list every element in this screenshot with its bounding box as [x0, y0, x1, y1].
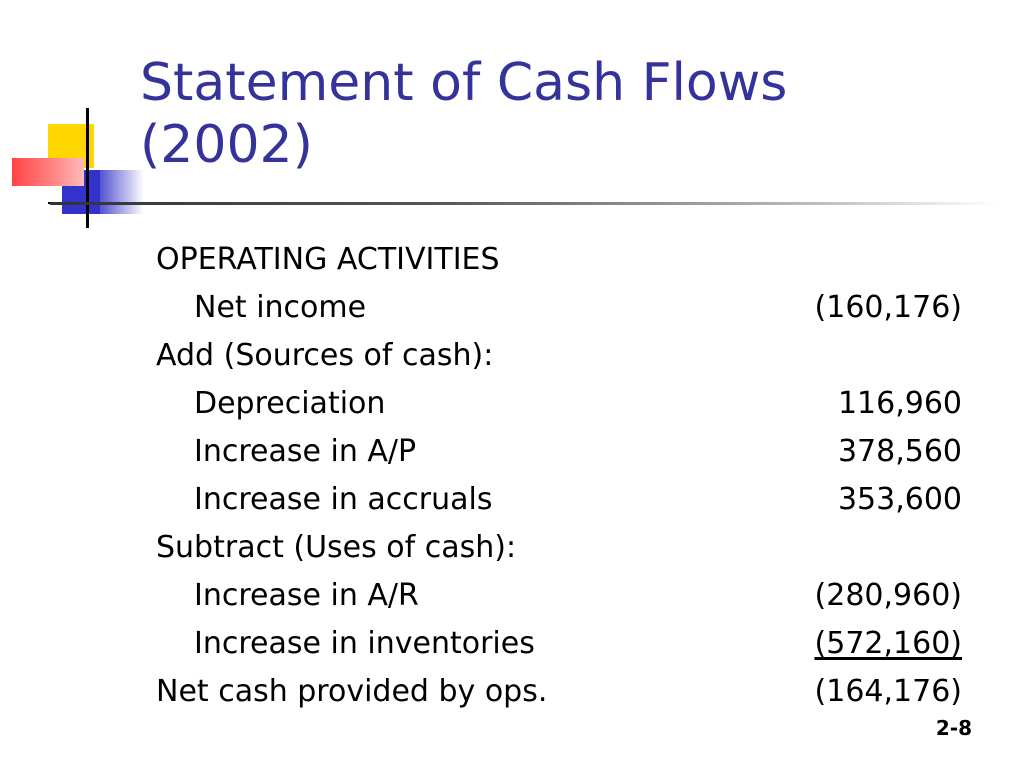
statement-row: Increase in inventories (572,160)	[156, 620, 962, 668]
row-amount-underlined: (572,160)	[814, 626, 962, 661]
statement-row-section: Subtract (Uses of cash):	[156, 524, 962, 572]
logo-vertical-line	[86, 108, 89, 228]
row-label: Increase in A/P	[194, 434, 417, 469]
row-amount: (280,960)	[814, 578, 962, 613]
row-label: Increase in accruals	[194, 482, 493, 517]
logo-decoration	[0, 100, 150, 240]
row-amount: (160,176)	[814, 290, 962, 325]
statement-row-section: Add (Sources of cash):	[156, 332, 962, 380]
statement-row-section: OPERATING ACTIVITIES	[156, 236, 962, 284]
statement-row: Net income (160,176)	[156, 284, 962, 332]
statement-row: Increase in A/R (280,960)	[156, 572, 962, 620]
page-number: 2-8	[935, 716, 972, 740]
row-label: Depreciation	[194, 386, 386, 421]
row-amount: 378,560	[837, 434, 962, 469]
row-label: Add (Sources of cash):	[156, 338, 494, 373]
statement-row: Increase in accruals 353,600	[156, 476, 962, 524]
cash-flow-statement: OPERATING ACTIVITIES Net income (160,176…	[156, 236, 962, 716]
title-divider	[50, 202, 1000, 205]
row-label: Subtract (Uses of cash):	[156, 530, 517, 565]
title-line-2: (2002)	[140, 115, 313, 175]
statement-row: Depreciation 116,960	[156, 380, 962, 428]
row-amount: (164,176)	[814, 674, 962, 709]
title-line-1: Statement of Cash Flows	[140, 53, 788, 113]
row-label: Net cash provided by ops.	[156, 674, 548, 709]
row-label: Net income	[194, 290, 367, 325]
row-label: OPERATING ACTIVITIES	[156, 242, 500, 277]
row-label: Increase in A/R	[194, 578, 419, 613]
blue-gradient	[96, 170, 144, 214]
row-label: Increase in inventories	[194, 626, 535, 661]
row-amount: 116,960	[837, 386, 962, 421]
statement-row: Increase in A/P 378,560	[156, 428, 962, 476]
slide-title: Statement of Cash Flows (2002)	[140, 52, 1000, 176]
statement-row-total: Net cash provided by ops. (164,176)	[156, 668, 962, 716]
row-amount: 353,600	[837, 482, 962, 517]
red-bar	[12, 158, 84, 186]
